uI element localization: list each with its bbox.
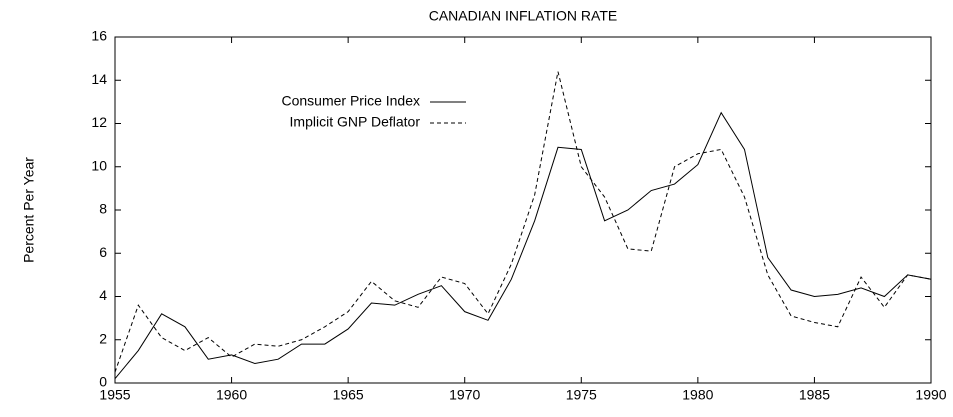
y-tick-label: 10: [91, 157, 107, 173]
y-tick-label: 4: [99, 287, 107, 303]
series-line: [114, 71, 932, 373]
y-tick-label: 6: [99, 244, 107, 260]
x-tick-label: 1970: [449, 387, 480, 403]
x-tick-label: 1955: [99, 387, 130, 403]
x-tick-label: 1965: [333, 387, 364, 403]
x-tick-label: 1985: [799, 387, 830, 403]
x-tick-label: 1990: [915, 387, 946, 403]
y-tick-label: 12: [91, 114, 107, 130]
x-tick-label: 1975: [566, 387, 597, 403]
legend-label: Consumer Price Index: [281, 93, 420, 109]
y-tick-label: 2: [99, 330, 107, 346]
y-tick-label: 0: [99, 374, 107, 390]
y-tick-label: 16: [91, 28, 107, 44]
y-tick-label: 8: [99, 201, 107, 217]
x-tick-label: 1980: [682, 387, 713, 403]
series-line: [114, 111, 932, 379]
plot-frame: [114, 36, 932, 384]
chart-title: CANADIAN INFLATION RATE: [429, 8, 618, 24]
y-tick-label: 14: [91, 71, 107, 87]
y-axis-label: Percent Per Year: [21, 157, 37, 263]
x-tick-label: 1960: [216, 387, 247, 403]
legend-label: Implicit GNP Deflator: [290, 114, 421, 130]
